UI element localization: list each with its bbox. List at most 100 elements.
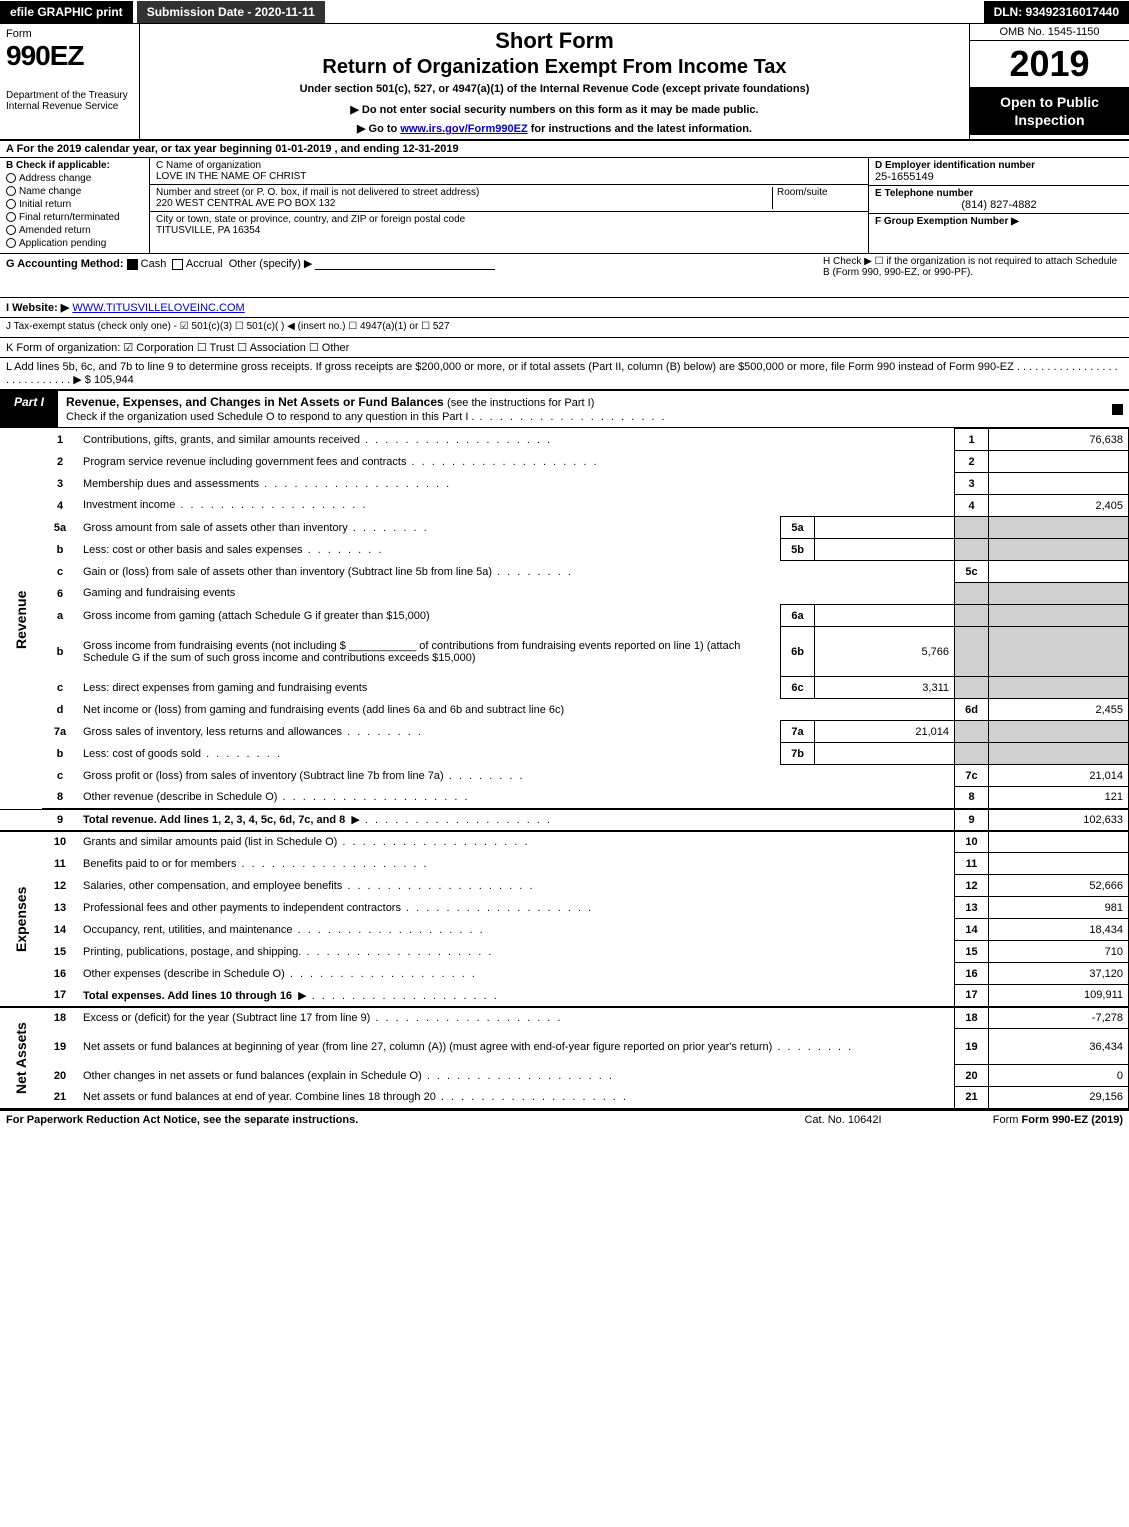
l6-shade2 bbox=[989, 583, 1129, 605]
l9-rnum: 9 bbox=[955, 809, 989, 831]
l1-desc: Contributions, gifts, grants, and simila… bbox=[78, 429, 955, 451]
l21-val: 29,156 bbox=[989, 1087, 1129, 1109]
l5b-desc: Less: cost or other basis and sales expe… bbox=[78, 539, 781, 561]
l9-val: 102,633 bbox=[989, 809, 1129, 831]
l2-desc: Program service revenue including govern… bbox=[78, 451, 955, 473]
l6b-desc: Gross income from fundraising events (no… bbox=[78, 627, 781, 677]
chk-application-pending[interactable]: Application pending bbox=[6, 238, 143, 249]
footer-form-ref-text: Form 990-EZ (2019) bbox=[1022, 1114, 1123, 1126]
l15-rnum: 15 bbox=[955, 941, 989, 963]
l11-num: 11 bbox=[42, 853, 78, 875]
l3-desc: Membership dues and assessments bbox=[78, 473, 955, 495]
line-i-label: I Website: ▶ bbox=[6, 302, 69, 314]
part-i-check-text: Check if the organization used Schedule … bbox=[66, 411, 667, 423]
l2-val bbox=[989, 451, 1129, 473]
l8-desc: Other revenue (describe in Schedule O) bbox=[78, 787, 955, 809]
l4-rnum: 4 bbox=[955, 495, 989, 517]
line-l-amount: $ 105,944 bbox=[85, 374, 134, 386]
l5c-val bbox=[989, 561, 1129, 583]
l5c-desc: Gain or (loss) from sale of assets other… bbox=[78, 561, 955, 583]
line-g: G Accounting Method: Cash Accrual Other … bbox=[0, 254, 1129, 298]
l17-desc: Total expenses. Add lines 10 through 16 … bbox=[78, 985, 955, 1007]
part-i-table: Revenue 1 Contributions, gifts, grants, … bbox=[0, 428, 1129, 1110]
l5a-shade bbox=[955, 517, 989, 539]
website-link[interactable]: WWW.TITUSVILLELOVEINC.COM bbox=[72, 302, 244, 314]
street: 220 WEST CENTRAL AVE PO BOX 132 bbox=[156, 198, 772, 209]
l6a-shade bbox=[955, 605, 989, 627]
l1-rnum: 1 bbox=[955, 429, 989, 451]
l7b-desc: Less: cost of goods sold bbox=[78, 743, 781, 765]
l6b-shade bbox=[955, 627, 989, 677]
side-revenue: Revenue bbox=[0, 429, 42, 809]
page-footer: For Paperwork Reduction Act Notice, see … bbox=[0, 1110, 1129, 1129]
goto-link[interactable]: www.irs.gov/Form990EZ bbox=[400, 123, 527, 135]
part-i-checkbox[interactable] bbox=[1105, 391, 1129, 427]
l14-desc: Occupancy, rent, utilities, and maintena… bbox=[78, 919, 955, 941]
top-toolbar: efile GRAPHIC print Submission Date - 20… bbox=[0, 0, 1129, 24]
part-i-header: Part I Revenue, Expenses, and Changes in… bbox=[0, 390, 1129, 428]
l21-desc: Net assets or fund balances at end of ye… bbox=[78, 1087, 955, 1109]
submission-date-button[interactable]: Submission Date - 2020-11-11 bbox=[137, 1, 325, 23]
l17-rnum: 17 bbox=[955, 985, 989, 1007]
line-l-text: L Add lines 5b, 6c, and 7b to line 9 to … bbox=[6, 361, 1118, 386]
room-suite-label: Room/suite bbox=[772, 187, 862, 209]
l1-num: 1 bbox=[42, 429, 78, 451]
l5b-num: b bbox=[42, 539, 78, 561]
l5a-shade2 bbox=[989, 517, 1129, 539]
chk-cash[interactable] bbox=[127, 259, 138, 270]
l16-rnum: 16 bbox=[955, 963, 989, 985]
goto-pre: ▶ Go to bbox=[357, 123, 400, 135]
l6a-mval bbox=[815, 605, 955, 627]
l3-num: 3 bbox=[42, 473, 78, 495]
dln-label: DLN: 93492316017440 bbox=[984, 1, 1129, 23]
chk-accrual-label: Accrual bbox=[186, 258, 223, 270]
phone-label: E Telephone number bbox=[875, 188, 1123, 199]
phone-cell: E Telephone number (814) 827-4882 bbox=[869, 186, 1129, 214]
block-bcd: B Check if applicable: Address change Na… bbox=[0, 158, 1129, 254]
footer-form-ref: Form Form 990-EZ (2019) bbox=[923, 1114, 1123, 1126]
open-public-badge: Open to Public Inspection bbox=[970, 87, 1129, 135]
chk-amended-return[interactable]: Amended return bbox=[6, 225, 143, 236]
l5a-num: 5a bbox=[42, 517, 78, 539]
return-title: Return of Organization Exempt From Incom… bbox=[148, 56, 961, 79]
efile-print-button[interactable]: efile GRAPHIC print bbox=[0, 1, 133, 23]
l19-val: 36,434 bbox=[989, 1029, 1129, 1065]
form-header: Form 990EZ Department of the Treasury In… bbox=[0, 24, 1129, 141]
l6c-desc: Less: direct expenses from gaming and fu… bbox=[78, 677, 781, 699]
l7b-shade bbox=[955, 743, 989, 765]
header-right: OMB No. 1545-1150 2019 Open to Public In… bbox=[969, 24, 1129, 139]
form-label: Form bbox=[6, 28, 133, 40]
l14-val: 18,434 bbox=[989, 919, 1129, 941]
l12-val: 52,666 bbox=[989, 875, 1129, 897]
under-section: Under section 501(c), 527, or 4947(a)(1)… bbox=[148, 83, 961, 95]
l9-desc: Total revenue. Add lines 1, 2, 3, 4, 5c,… bbox=[78, 809, 955, 831]
l17-num: 17 bbox=[42, 985, 78, 1007]
chk-final-return-label: Final return/terminated bbox=[19, 212, 120, 223]
l5b-shade2 bbox=[989, 539, 1129, 561]
part-i-instr: (see the instructions for Part I) bbox=[447, 397, 594, 409]
chk-name-change[interactable]: Name change bbox=[6, 186, 143, 197]
l7b-mval bbox=[815, 743, 955, 765]
do-not-enter: ▶ Do not enter social security numbers o… bbox=[148, 103, 961, 116]
other-specify-input[interactable] bbox=[315, 258, 495, 270]
group-exemption-cell: F Group Exemption Number ▶ bbox=[869, 214, 1129, 229]
form-number: 990EZ bbox=[6, 40, 133, 72]
l5c-rnum: 5c bbox=[955, 561, 989, 583]
l10-rnum: 10 bbox=[955, 831, 989, 853]
l5b-mval bbox=[815, 539, 955, 561]
l6a-desc: Gross income from gaming (attach Schedul… bbox=[78, 605, 781, 627]
chk-initial-return[interactable]: Initial return bbox=[6, 199, 143, 210]
chk-final-return[interactable]: Final return/terminated bbox=[6, 212, 143, 223]
chk-accrual[interactable] bbox=[172, 259, 183, 270]
chk-address-change[interactable]: Address change bbox=[6, 173, 143, 184]
omb-number: OMB No. 1545-1150 bbox=[970, 24, 1129, 41]
l18-val: -7,278 bbox=[989, 1007, 1129, 1029]
l7a-num: 7a bbox=[42, 721, 78, 743]
org-name-cell: C Name of organization LOVE IN THE NAME … bbox=[150, 158, 868, 185]
chk-initial-return-label: Initial return bbox=[19, 199, 71, 210]
l5c-num: c bbox=[42, 561, 78, 583]
l7a-shade bbox=[955, 721, 989, 743]
part-i-title: Revenue, Expenses, and Changes in Net As… bbox=[58, 391, 1105, 427]
l15-val: 710 bbox=[989, 941, 1129, 963]
l6-shade bbox=[955, 583, 989, 605]
